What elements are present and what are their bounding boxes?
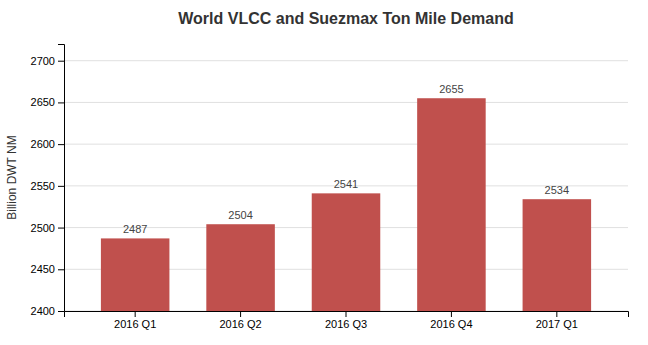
tick-label: 2017 Q1 — [536, 318, 578, 330]
tick: 2400 — [31, 305, 64, 317]
bar — [312, 193, 381, 311]
tick: 2016 Q1 — [114, 311, 156, 330]
tick-label: 2016 Q2 — [219, 318, 261, 330]
data-label: 2487 — [123, 223, 147, 235]
tick-label: 2500 — [31, 222, 55, 234]
bar — [206, 224, 275, 311]
bar — [101, 238, 170, 311]
data-label: 2504 — [228, 209, 252, 221]
tick-label: 2650 — [31, 96, 55, 108]
x-axis: 2016 Q1 2016 Q2 2016 Q3 2016 Q4 2017 Q1 — [65, 311, 629, 330]
tick: 2700 — [31, 55, 64, 67]
grid-line — [64, 60, 628, 61]
bar — [523, 199, 592, 311]
tick-mark — [135, 311, 136, 317]
tick-mark — [58, 311, 64, 312]
bar — [417, 98, 486, 311]
tick-mark — [240, 311, 241, 317]
tick: 2016 Q2 — [219, 311, 261, 330]
data-label: 2655 — [439, 83, 463, 95]
tick-mark — [58, 61, 64, 62]
tick: 2500 — [31, 222, 64, 234]
tick-mark — [58, 228, 64, 229]
data-label: 2534 — [545, 184, 569, 196]
tick-label: 2016 Q4 — [430, 318, 472, 330]
tick-label: 2450 — [31, 263, 55, 275]
tick-label: 2550 — [31, 180, 55, 192]
title: World VLCC and Suezmax Ton Mile Demand — [178, 10, 513, 27]
tick-mark — [58, 186, 64, 187]
tick-mark — [556, 311, 557, 317]
tick: 2450 — [31, 263, 64, 275]
tick-mark — [58, 144, 64, 145]
tick-mark — [346, 311, 347, 317]
tick: 2600 — [31, 138, 64, 150]
tick-label: 2600 — [31, 138, 55, 150]
grid-line — [64, 144, 628, 145]
chart: 248725042541265525342016 Q12016 Q22016 Q… — [0, 0, 648, 345]
tick-mark — [451, 311, 452, 317]
axis-line — [58, 45, 65, 312]
tick-label: 2700 — [31, 55, 55, 67]
grid — [64, 61, 628, 311]
tick-label: 2400 — [31, 305, 55, 317]
tick-label: 2016 Q3 — [325, 318, 367, 330]
tick-mark — [58, 102, 64, 103]
plot: 248725042541265525342016 Q12016 Q22016 Q… — [31, 45, 629, 330]
tick-mark — [58, 269, 64, 270]
tick: 2016 Q4 — [430, 311, 472, 330]
tick-label: 2016 Q1 — [114, 318, 156, 330]
axis-line — [65, 312, 629, 318]
bars — [101, 98, 591, 311]
data-labels: 2487 2504 2541 2655 2534 — [123, 83, 569, 235]
data-label: 2541 — [334, 178, 358, 190]
tick: 2550 — [31, 180, 64, 192]
tick: 2650 — [31, 96, 64, 108]
y-axis-title: Billion DWT NM — [5, 135, 19, 219]
tick: 2016 Q3 — [325, 311, 367, 330]
grid-line — [64, 102, 628, 103]
y-axis: 2400 2450 2500 2550 2600 2650 2700 — [31, 45, 65, 318]
tick: 2017 Q1 — [536, 311, 578, 330]
